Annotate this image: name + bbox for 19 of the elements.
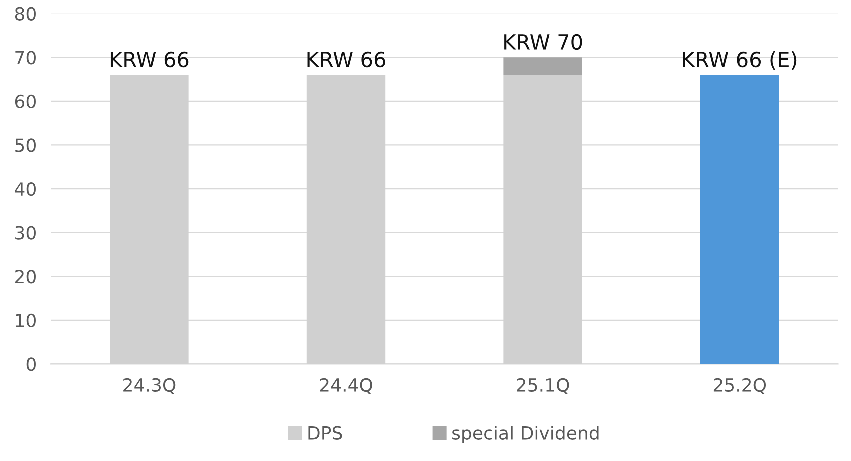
x-tick-label: 25.1Q	[517, 378, 570, 394]
y-tick-label: 50	[16, 138, 36, 152]
y-tick-label: 10	[16, 314, 36, 328]
y-tick-label: 0	[26, 358, 36, 372]
y-tick-label: 40	[15, 182, 36, 196]
y-tick-label: 20	[16, 270, 36, 284]
x-tick-label: 24.4Q	[320, 378, 372, 394]
total-label: KRW 66 (E)	[683, 52, 797, 70]
x-tick-label: 24.3Q	[124, 378, 176, 394]
total-label: KRW 66	[110, 52, 189, 68]
x-tick-label: 25.2Q	[714, 378, 766, 394]
legend-label: DPS	[308, 426, 342, 440]
y-tick-label: 60	[15, 94, 36, 109]
total-label: KRW 66	[308, 52, 386, 68]
legend-label: special Dividend	[452, 426, 599, 444]
total-label: KRW 70	[504, 34, 582, 50]
y-tick-label: 30	[16, 226, 36, 240]
y-tick-label: 80	[15, 7, 36, 21]
y-tick-label: 70	[16, 51, 36, 65]
